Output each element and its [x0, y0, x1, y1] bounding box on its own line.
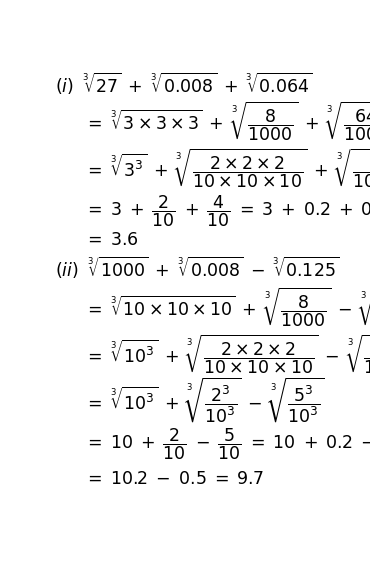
Text: $=\;\sqrt[3]{10\times10\times10}\;+\;\sqrt[3]{\dfrac{8}{1000}}\;-\;\sqrt[3]{\dfr: $=\;\sqrt[3]{10\times10\times10}\;+\;\sq…: [84, 285, 370, 329]
Text: $=\;\sqrt[3]{10^3}\;+\;\sqrt[3]{\dfrac{2^3}{10^3}}\;-\;\sqrt[3]{\dfrac{5^3}{10^3: $=\;\sqrt[3]{10^3}\;+\;\sqrt[3]{\dfrac{2…: [84, 375, 324, 424]
Text: $(\it{i})\;\;\sqrt[3]{27}\;+\;\sqrt[3]{0.008}\;+\;\sqrt[3]{0.064}$: $(\it{i})\;\;\sqrt[3]{27}\;+\;\sqrt[3]{0…: [55, 71, 312, 97]
Text: $=\;\sqrt[3]{10^3}\;+\;\sqrt[3]{\dfrac{2\times2\times2}{10\times10\times10}}\;-\: $=\;\sqrt[3]{10^3}\;+\;\sqrt[3]{\dfrac{2…: [84, 332, 370, 376]
Text: $=\;3\;+\;\dfrac{2}{10}\;+\;\dfrac{4}{10}\;=\;3\;+\;0.2\;+\;0.4$: $=\;3\;+\;\dfrac{2}{10}\;+\;\dfrac{4}{10…: [84, 194, 370, 229]
Text: $=\;\sqrt[3]{3^3}\;+\;\sqrt[3]{\dfrac{2\times2\times2}{10\times10\times10}}\;+\;: $=\;\sqrt[3]{3^3}\;+\;\sqrt[3]{\dfrac{2\…: [84, 146, 370, 190]
Text: $=\;10\;+\;\dfrac{2}{10}\;-\;\dfrac{5}{10}\;=\;10\;+\;0.2\;-\;0.5$: $=\;10\;+\;\dfrac{2}{10}\;-\;\dfrac{5}{1…: [84, 426, 370, 462]
Text: $(\it{ii})\;\;\sqrt[3]{1000}\;+\;\sqrt[3]{0.008}\;-\;\sqrt[3]{0.125}$: $(\it{ii})\;\;\sqrt[3]{1000}\;+\;\sqrt[3…: [55, 255, 339, 281]
Text: $=\;10.2\;-\;0.5\;=\;9.7$: $=\;10.2\;-\;0.5\;=\;9.7$: [84, 470, 263, 488]
Text: $=\;3.6$: $=\;3.6$: [84, 232, 138, 249]
Text: $=\;\sqrt[3]{3\times3\times3}\;+\;\sqrt[3]{\dfrac{8}{1000}}\;+\;\sqrt[3]{\dfrac{: $=\;\sqrt[3]{3\times3\times3}\;+\;\sqrt[…: [84, 100, 370, 144]
